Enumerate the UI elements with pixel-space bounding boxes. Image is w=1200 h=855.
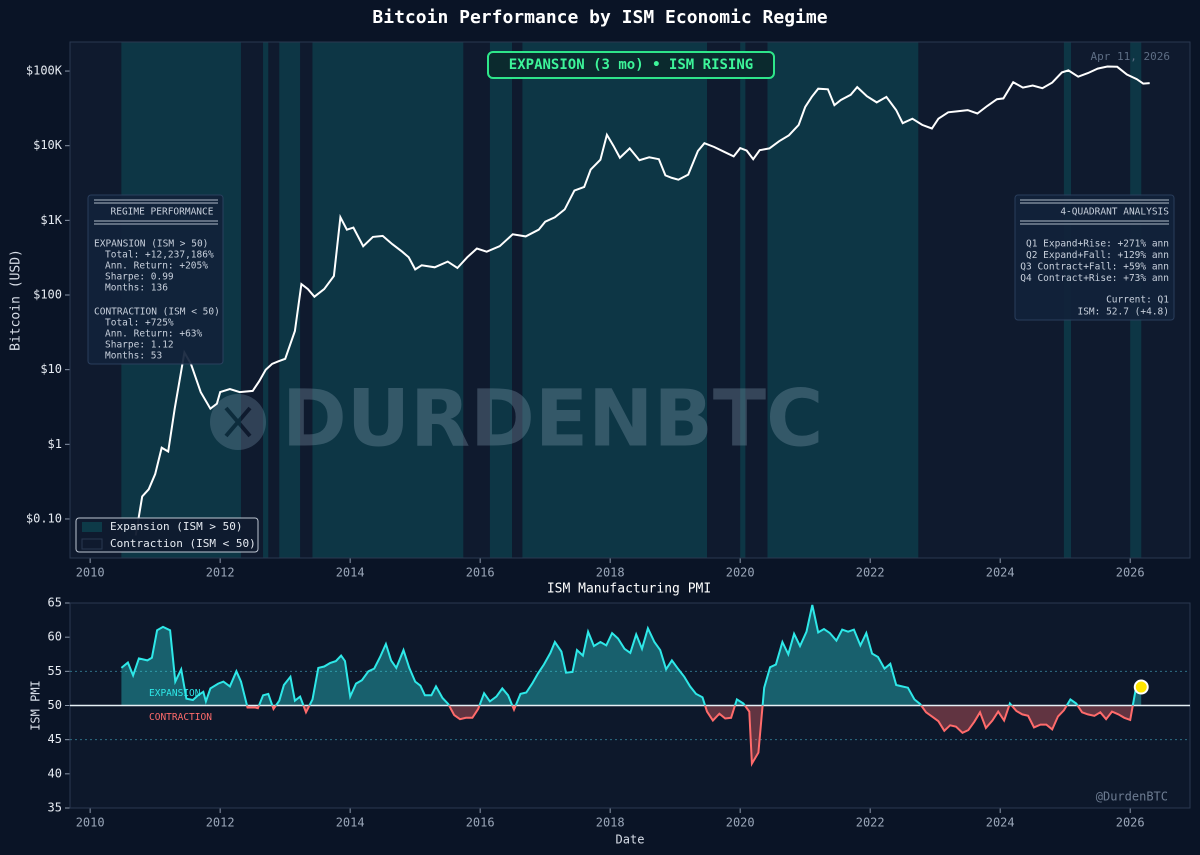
banner-box [487, 51, 775, 79]
panel-box [87, 194, 224, 365]
panel-item: Sharpe: 1.12 [105, 340, 174, 351]
panel-item: Ann. Return: +63% [105, 329, 203, 340]
legend-swatch [82, 522, 102, 532]
panel-box [1014, 194, 1175, 321]
y-tick-label: 45 [48, 732, 62, 746]
y-tick-label: 40 [48, 766, 62, 780]
y-tick-label: $1 [48, 437, 62, 451]
panel-item: Months: 53 [105, 351, 162, 362]
y-tick-label: $10K [33, 138, 63, 152]
expansion-band [489, 42, 513, 558]
expansion-band [522, 42, 708, 558]
panel-item: Ann. Return: +205% [105, 261, 208, 272]
panel-rule [94, 199, 218, 225]
x-tick-label: 2026 [1116, 566, 1145, 580]
current-point [1133, 679, 1149, 695]
watermark-text: DURDENBTC [282, 374, 823, 464]
panel-rule [1020, 199, 1169, 225]
y-tick-label: 35 [48, 801, 62, 815]
pmi-line-above [120, 604, 1142, 706]
x-tick-label: 2014 [336, 816, 365, 830]
x-tick-label: 2016 [466, 816, 495, 830]
legend-label: Expansion (ISM > 50) [110, 520, 242, 533]
panel-item: Months: 136 [105, 283, 168, 294]
x-tick-label: 2024 [986, 816, 1015, 830]
x-tick-label: 2018 [596, 566, 625, 580]
panel-item: Total: +12,237,186% [105, 250, 214, 261]
credit: @DurdenBTC [1096, 790, 1168, 804]
chart-title: Bitcoin Performance by ISM Economic Regi… [372, 7, 827, 28]
y-tick-label: 65 [48, 596, 62, 610]
expansion-band [767, 42, 919, 558]
panel-item: Q4 Contract+Rise: +73% ann [1020, 273, 1169, 284]
x-tick-label: 2024 [986, 566, 1015, 580]
x-tick-label: 2022 [856, 566, 885, 580]
x-tick-label: 2020 [726, 816, 755, 830]
y-axis-label: ISM PMI [29, 680, 43, 731]
watermark: DURDENBTC [210, 374, 823, 464]
x-tick-label: 2022 [856, 816, 885, 830]
y-tick-label: $100K [26, 64, 63, 78]
panel-item: Q1 Expand+Rise: +271% ann [1026, 239, 1169, 250]
panel-title: REGIME PERFORMANCE [111, 207, 214, 218]
expansion-band [740, 42, 746, 558]
y-tick-label: 55 [48, 664, 62, 678]
y-tick-label: $100 [33, 288, 62, 302]
x-tick-label: 2010 [76, 816, 105, 830]
x-tick-label: 2010 [76, 566, 105, 580]
y-axis-label: Bitcoin (USD) [9, 249, 24, 351]
x-tick-label: 2014 [336, 566, 365, 580]
y-tick-label: 60 [48, 630, 62, 644]
panel-title: 4-QUADRANT ANALYSIS [1060, 207, 1169, 218]
x-tick-label: 2012 [206, 566, 235, 580]
panel-item: Current: Q1 [1106, 295, 1169, 306]
legend-swatch [81, 538, 103, 550]
x-tick-label: 2018 [596, 816, 625, 830]
panel-item: Q3 Contract+Fall: +59% ann [1020, 262, 1169, 273]
regime-label: CONTRACTION [149, 712, 212, 723]
watermark-logo-x [224, 406, 252, 438]
regime-label: EXPANSION [149, 688, 201, 699]
panel-item: ISM: 52.7 (+4.8) [1077, 307, 1169, 318]
panel-heading: CONTRACTION (ISM < 50) [94, 307, 220, 318]
plot-frame [69, 41, 1191, 559]
expansion-band [263, 42, 269, 558]
x-axis-label: Date [616, 833, 645, 847]
y-tick-label: 50 [48, 698, 62, 712]
subplot-title: ISM Manufacturing PMI [547, 582, 711, 597]
y-tick-label: $1K [40, 213, 62, 227]
pmi-line-below [245, 705, 1134, 767]
y-tick-label: $0.10 [26, 511, 62, 525]
panel-item: Q2 Expand+Fall: +129% ann [1026, 250, 1169, 261]
y-tick-label: $10 [40, 362, 62, 376]
x-tick-label: 2020 [726, 566, 755, 580]
price-line [134, 65, 1150, 536]
area-below [121, 705, 1142, 764]
date-label: Apr 11, 2026 [1091, 50, 1170, 63]
banner: EXPANSION (3 mo) • ISM RISING [509, 57, 753, 73]
x-tick-label: 2012 [206, 816, 235, 830]
expansion-band [312, 42, 464, 558]
panel-item: Total: +725% [105, 318, 174, 329]
x-tick-label: 2016 [466, 566, 495, 580]
panel-heading: EXPANSION (ISM > 50) [94, 239, 208, 250]
legend-label: Contraction (ISM < 50) [110, 537, 256, 550]
legend-box [75, 517, 259, 553]
panel-item: Sharpe: 0.99 [105, 272, 174, 283]
watermark-logo [210, 394, 266, 450]
expansion-band [279, 42, 301, 558]
area-above [121, 605, 1142, 706]
x-tick-label: 2026 [1116, 816, 1145, 830]
